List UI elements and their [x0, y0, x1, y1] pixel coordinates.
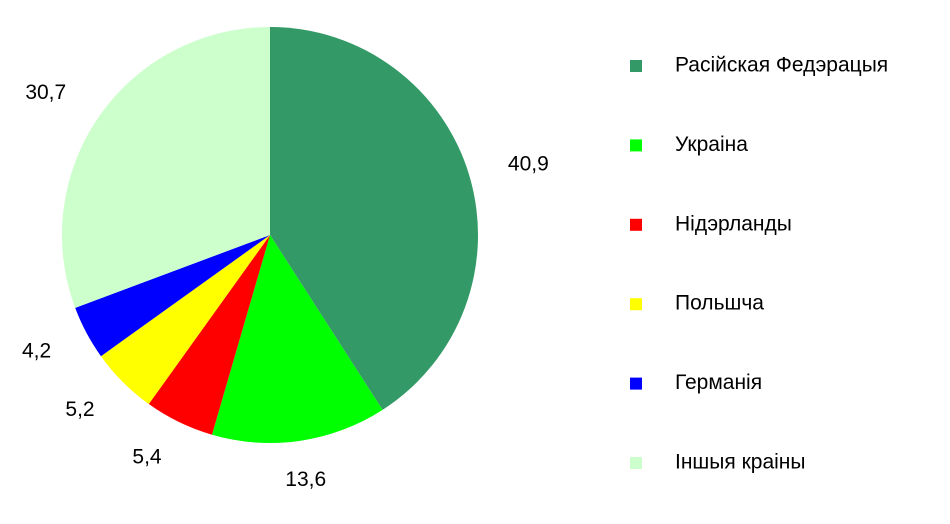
pie-slice	[62, 27, 270, 308]
pie-slice	[100, 235, 270, 405]
legend-swatch	[630, 139, 642, 152]
pie-slice	[148, 235, 270, 435]
data-label: 30,7	[25, 81, 66, 104]
legend-swatch	[630, 298, 642, 311]
legend-label: Польшча	[675, 292, 764, 315]
data-label: 5,4	[132, 446, 162, 469]
pie-slice	[75, 235, 270, 357]
legend-swatch	[630, 60, 642, 72]
legend-label: Іншыя краіны	[675, 451, 805, 474]
data-label: 4,2	[22, 339, 51, 362]
legend-label: Нідэрланды	[675, 212, 792, 235]
legend-swatch	[630, 377, 642, 390]
legend-label: Германія	[675, 371, 762, 394]
legend-label: Украіна	[675, 133, 748, 156]
pie-slice	[270, 27, 479, 410]
legend-swatch	[630, 218, 642, 231]
data-label: 13,6	[285, 468, 326, 491]
legend-label: Расійская Федэрацыя	[675, 54, 888, 77]
data-label: 5,2	[65, 398, 94, 421]
pie-slice	[211, 235, 383, 443]
data-label: 40,9	[508, 153, 549, 176]
legend-swatch	[630, 457, 642, 469]
